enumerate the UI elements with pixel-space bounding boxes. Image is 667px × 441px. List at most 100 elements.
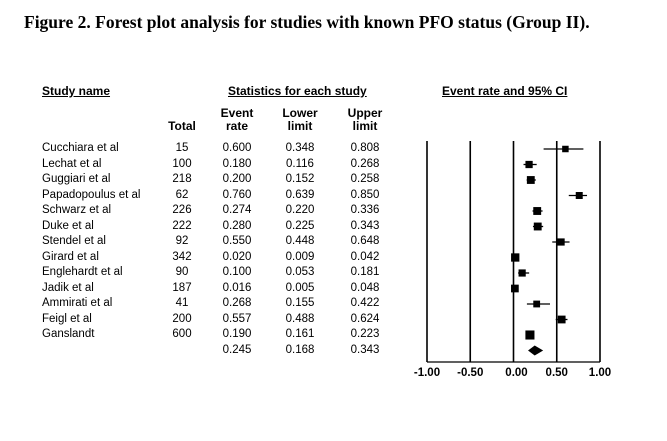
study-event-rate: 0.760: [222, 188, 252, 201]
study-total: 62: [175, 188, 189, 201]
study-event-rate: 0.557: [222, 312, 252, 325]
lower-limit-header: Lower limit: [275, 107, 325, 133]
point-estimate-marker: [518, 269, 526, 277]
study-name: Guggiari et al: [42, 173, 111, 185]
event-rate-ci-header: Event rate and 95% CI: [442, 84, 568, 98]
study-name: Ganslandt: [42, 328, 95, 340]
point-estimate-marker: [557, 238, 565, 246]
study-total: 342: [172, 250, 192, 263]
summary-lower-limit: 0.168: [285, 343, 315, 356]
study-total: 226: [172, 204, 192, 216]
study-name: Duke et al: [42, 219, 94, 232]
study-lower-limit: 0.152: [285, 173, 315, 185]
event-rate-header-line2: rate: [225, 119, 248, 133]
study-lower-limit: 0.053: [285, 266, 315, 278]
study-upper-limit: 0.422: [350, 297, 380, 309]
x-tick-label: 0.00: [505, 367, 528, 379]
study-event-rate: 0.600: [222, 142, 252, 154]
point-estimate-marker: [533, 222, 542, 231]
point-estimate-marker: [525, 330, 535, 340]
study-name: Papadopoulus et al: [42, 188, 141, 201]
study-lower-limit: 0.639: [285, 188, 315, 201]
study-lower-limit: 0.220: [285, 204, 315, 216]
study-name: Schwarz et al: [42, 204, 112, 216]
upper-limit-header-line1: Upper: [347, 106, 383, 120]
study-event-rate: 0.020: [222, 250, 252, 263]
study-upper-limit: 0.624: [350, 312, 380, 325]
x-tick-label: -0.50: [457, 367, 484, 379]
study-name: Girard et al: [42, 250, 99, 263]
study-lower-limit: 0.348: [285, 142, 315, 154]
point-estimate-marker: [511, 253, 520, 262]
study-event-rate: 0.016: [222, 281, 252, 294]
study-name: Ammirati et al: [42, 297, 113, 309]
study-total: 92: [175, 235, 189, 247]
summary-diamond: [528, 345, 544, 356]
point-estimate-marker: [557, 315, 566, 324]
statistics-header: Statistics for each study: [228, 84, 367, 98]
study-total: 200: [172, 312, 192, 325]
study-name: Englehardt et al: [42, 266, 123, 278]
point-estimate-marker: [511, 284, 519, 293]
study-total: 15: [175, 142, 189, 154]
study-total: 90: [175, 266, 189, 278]
study-name: Stendel et al: [42, 235, 106, 247]
x-tick-label: 0.50: [545, 367, 568, 379]
study-upper-limit: 0.181: [350, 266, 380, 278]
study-total: 218: [172, 173, 192, 185]
study-lower-limit: 0.005: [285, 281, 315, 294]
summary-upper-limit: 0.343: [350, 343, 380, 356]
study-lower-limit: 0.116: [286, 157, 314, 170]
study-lower-limit: 0.155: [285, 297, 315, 309]
point-estimate-marker: [533, 207, 542, 215]
study-total: 222: [172, 219, 192, 232]
study-lower-limit: 0.448: [285, 235, 315, 247]
study-event-rate: 0.550: [222, 235, 252, 247]
study-event-rate: 0.180: [222, 157, 252, 170]
study-event-rate: 0.268: [222, 297, 252, 309]
study-upper-limit: 0.850: [350, 188, 380, 201]
point-estimate-marker: [575, 192, 583, 199]
study-upper-limit: 0.042: [350, 250, 380, 263]
study-lower-limit: 0.225: [285, 219, 315, 232]
study-total: 600: [172, 328, 192, 340]
study-lower-limit: 0.161: [285, 328, 315, 340]
study-event-rate: 0.200: [222, 173, 252, 185]
study-lower-limit: 0.009: [285, 250, 315, 263]
study-upper-limit: 0.648: [350, 235, 380, 247]
lower-limit-header-line2: limit: [287, 119, 313, 133]
study-name: Jadik et al: [42, 281, 94, 294]
study-event-rate: 0.274: [222, 204, 252, 216]
total-header: Total: [168, 119, 196, 133]
study-event-rate: 0.280: [222, 219, 252, 232]
point-estimate-marker: [562, 145, 569, 153]
study-event-rate: 0.190: [222, 328, 252, 340]
point-estimate-marker: [525, 160, 533, 169]
study-upper-limit: 0.258: [350, 173, 380, 185]
event-rate-header-line1: Event: [220, 106, 254, 120]
lower-limit-header-line1: Lower: [282, 106, 318, 120]
study-upper-limit: 0.343: [350, 219, 380, 232]
x-tick-label: -1.00: [413, 367, 441, 379]
point-estimate-marker: [533, 300, 541, 308]
study-upper-limit: 0.223: [350, 328, 380, 340]
upper-limit-header: Upper limit: [340, 107, 390, 133]
study-event-rate: 0.100: [222, 266, 252, 278]
figure-caption: Figure 2. Forest plot analysis for studi…: [24, 12, 590, 32]
x-tick-label: 1.00: [588, 367, 612, 379]
event-rate-header: Event rate: [212, 107, 262, 133]
study-total: 100: [172, 157, 192, 170]
study-total: 41: [175, 297, 189, 309]
study-upper-limit: 0.268: [350, 157, 380, 170]
study-lower-limit: 0.488: [285, 312, 315, 325]
study-name: Cucchiara et al: [42, 142, 119, 154]
study-total: 187: [172, 281, 192, 294]
study-name: Feigl et al: [42, 312, 92, 325]
upper-limit-header-line2: limit: [352, 119, 378, 133]
study-name-header: Study name: [42, 84, 111, 98]
point-estimate-marker: [526, 176, 535, 184]
summary-event-rate: 0.245: [222, 343, 252, 356]
study-upper-limit: 0.808: [350, 142, 380, 154]
study-upper-limit: 0.048: [350, 281, 380, 294]
